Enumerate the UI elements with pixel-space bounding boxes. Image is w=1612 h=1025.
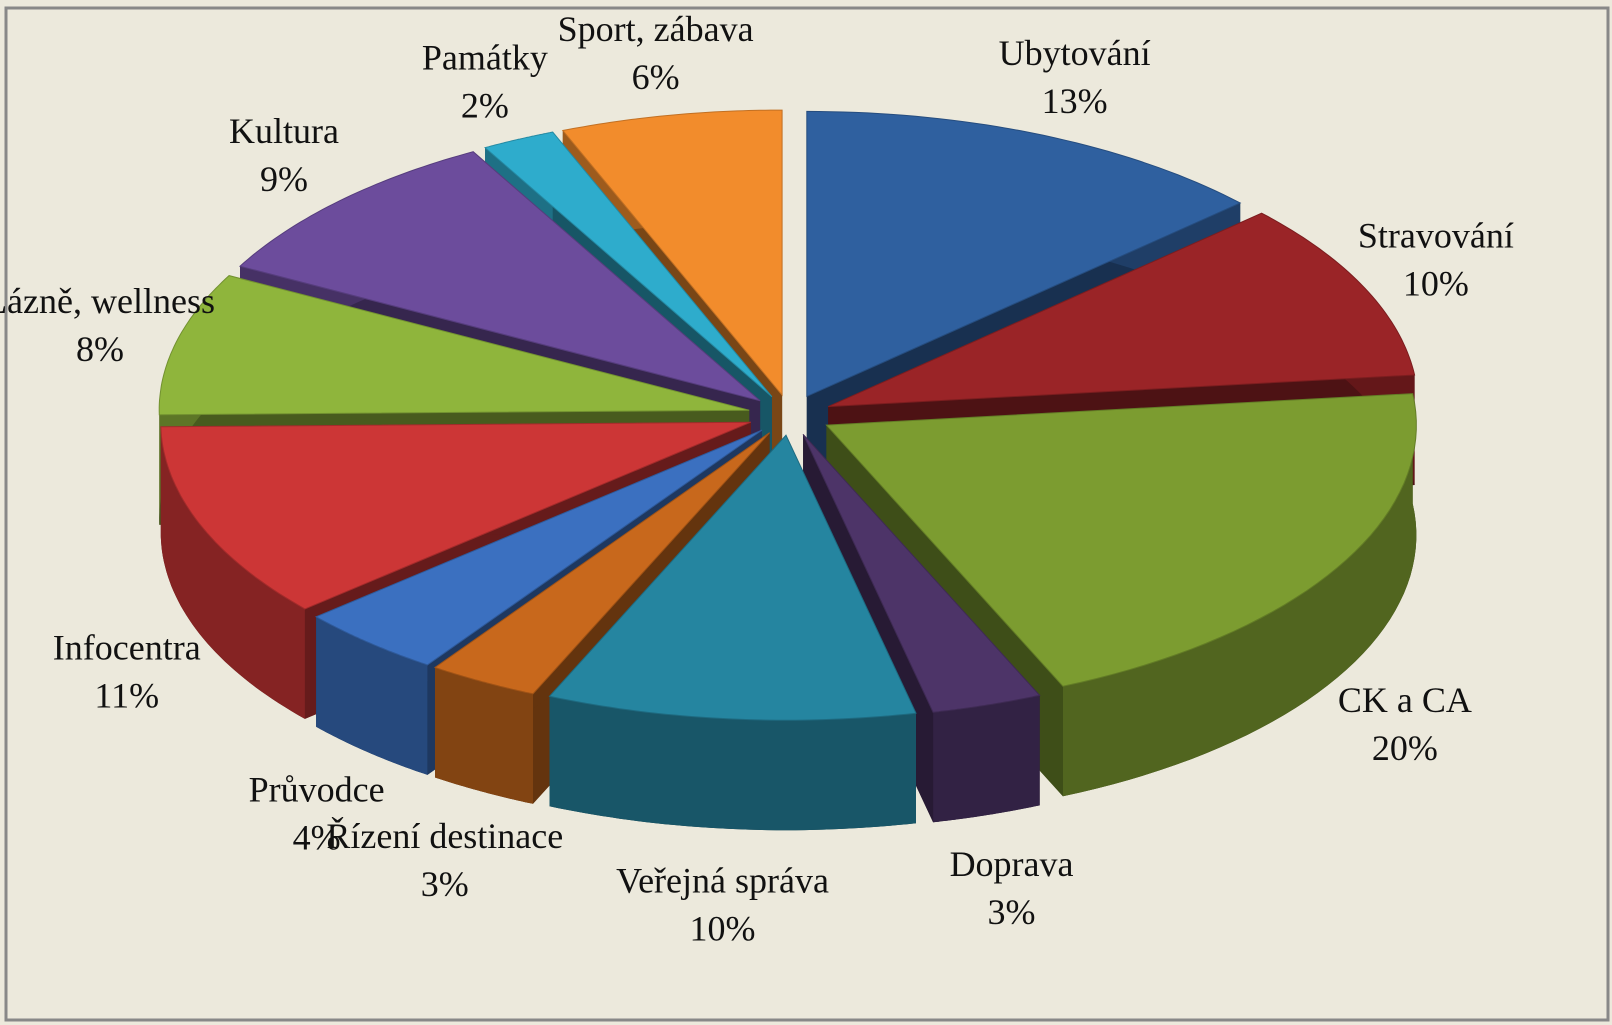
category-label: Řízení destinace: [326, 816, 563, 856]
slice-side: [549, 696, 916, 831]
slice-top: [160, 421, 751, 610]
value-label: 13%: [1042, 81, 1108, 121]
slice-side: [1062, 393, 1417, 797]
slice-top: [484, 131, 773, 398]
category-label: Infocentra: [53, 628, 201, 668]
value-label: 8%: [76, 329, 124, 369]
slice-side: [160, 426, 305, 719]
slice-top: [158, 275, 750, 416]
slice-top: [827, 212, 1416, 408]
value-label: 10%: [1403, 264, 1469, 304]
value-label: 2%: [461, 86, 509, 126]
slice: [548, 434, 917, 831]
value-label: 3%: [988, 892, 1036, 932]
slices: [158, 109, 1417, 831]
value-label: 9%: [260, 159, 308, 199]
value-label: 6%: [632, 57, 680, 97]
slice-top: [825, 393, 1417, 687]
category-label: Lázně, wellness: [0, 281, 215, 321]
slice-top: [561, 109, 783, 397]
category-label: Stravování: [1358, 216, 1514, 256]
slice-top: [802, 433, 1041, 713]
category-label: Sport, zábava: [558, 9, 754, 49]
category-label: Památky: [422, 38, 548, 78]
slice-side: [933, 695, 1040, 823]
slice-side: [316, 616, 428, 775]
slice-top: [548, 434, 917, 721]
category-label: Ubytování: [999, 33, 1151, 73]
value-label: 3%: [421, 864, 469, 904]
slice-top: [806, 110, 1242, 398]
slice-top: [433, 432, 770, 695]
slice-side: [435, 667, 533, 804]
slice-top: [238, 151, 761, 402]
value-label: 11%: [94, 676, 159, 716]
value-label: 10%: [690, 909, 756, 949]
value-label: 4%: [293, 817, 341, 857]
value-label: 20%: [1372, 728, 1438, 768]
category-label: Průvodce: [249, 769, 385, 809]
slice-top: [314, 429, 763, 666]
category-label: Doprava: [950, 844, 1074, 884]
category-label: CK a CA: [1338, 680, 1472, 720]
category-label: Kultura: [229, 111, 339, 151]
category-label: Veřejná správa: [616, 861, 829, 901]
